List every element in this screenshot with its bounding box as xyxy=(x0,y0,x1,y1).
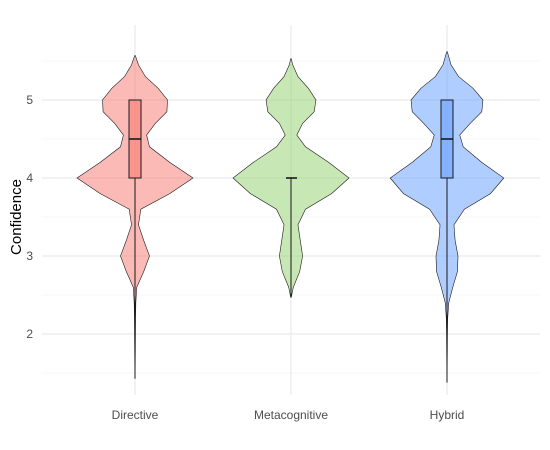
y-axis-ticks: 2 3 4 5 xyxy=(26,93,33,341)
x-tick-label: Directive xyxy=(112,408,159,422)
y-axis-title: Confidence xyxy=(8,179,25,255)
boxplots xyxy=(128,99,454,383)
y-tick-label: 4 xyxy=(26,171,33,185)
y-tick-label: 5 xyxy=(26,93,33,107)
y-tick-label: 3 xyxy=(26,249,33,263)
x-tick-label: Hybrid xyxy=(430,408,465,422)
x-axis-ticks: Directive Metacognitive Hybrid xyxy=(112,408,465,422)
y-tick-label: 2 xyxy=(26,327,33,341)
x-tick-label: Metacognitive xyxy=(254,408,328,422)
